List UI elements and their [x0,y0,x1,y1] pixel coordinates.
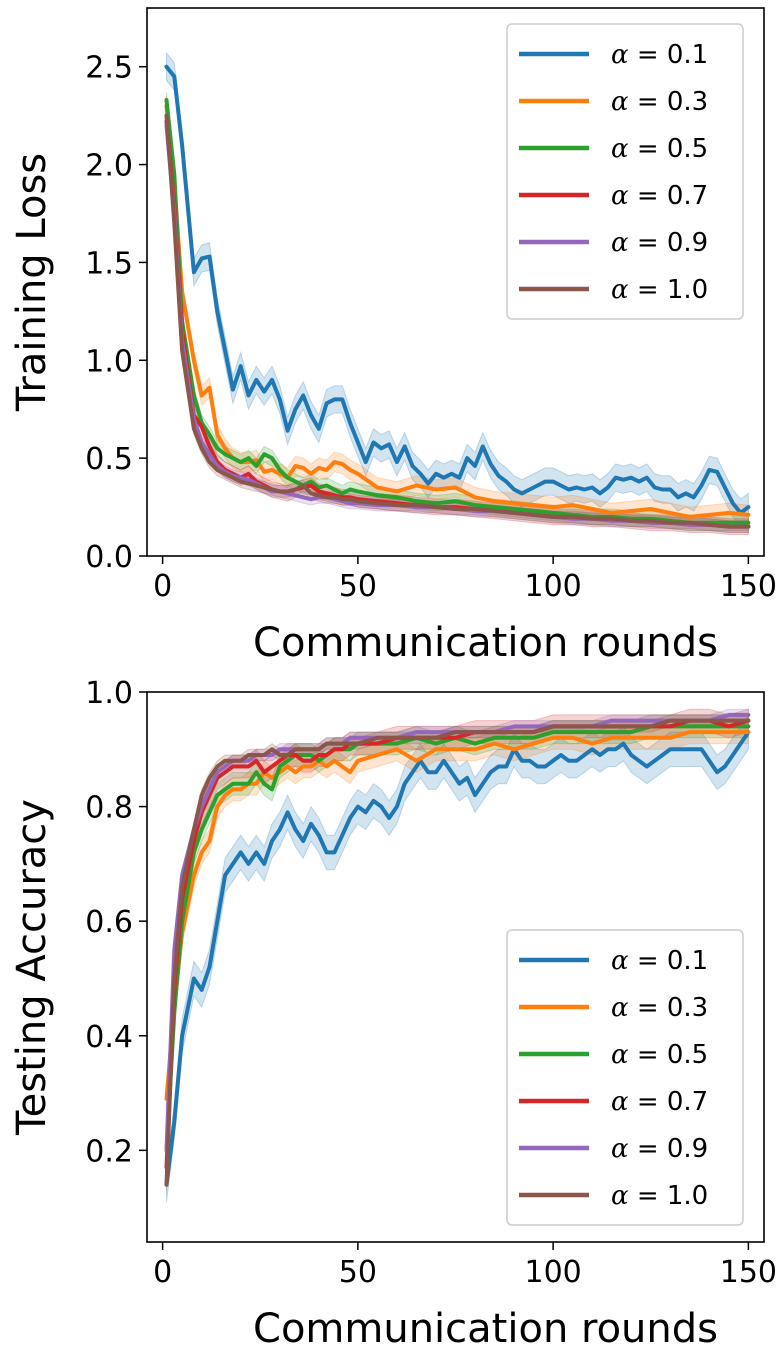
accuracy-xtick-label: 100 [524,1255,581,1290]
loss-line-0-3 [164,103,751,519]
accuracy-ytick-label: 0.8 [85,791,133,826]
accuracy-axes-frame [146,691,765,1243]
loss-legend: α = 0.1 α = 0.3 α = 0.5 α = 0.7 α = 0.9 α = 1… [506,23,744,320]
loss-legend-label-0-3: α = 0.3 [611,87,708,117]
training-loss-chart: 0 50 100 150 0.0 0.5 1.0 1.5 2.0 2.5 Communication… [9,7,777,666]
accuracy-line-0-3 [164,730,751,1101]
loss-x-axis-label: Communication rounds [253,620,718,666]
accuracy-x-axis-label: Communication rounds [253,1306,718,1352]
loss-xtick-label: 100 [524,569,581,604]
accuracy-band-0-1 [166,713,749,1202]
accuracy-line-0-1 [164,730,751,1187]
loss-ytick-label: 0.0 [85,540,133,575]
accuracy-legend-label-1-0: α = 1.0 [611,1181,708,1211]
loss-xtick-label: 50 [339,569,377,604]
accuracy-legend-label-0-3: α = 0.3 [611,993,708,1023]
loss-legend-label-1-0: α = 1.0 [611,275,708,305]
accuracy-legend-box [506,929,744,1226]
accuracy-ytick-label: 0.6 [85,905,133,940]
loss-band-1-0 [166,109,749,533]
accuracy-ytick-label: 1.0 [85,676,133,711]
loss-ytick-label: 2.0 [85,149,133,184]
accuracy-legend-label-0-5: α = 0.5 [611,1040,708,1070]
accuracy-y-axis-label: Testing Accuracy [9,799,55,1136]
loss-legend-label-0-9: α = 0.9 [611,228,708,258]
loss-line-0-1 [164,64,751,515]
loss-ytick-label: 2.5 [85,51,133,86]
loss-xtick-label: 150 [720,569,777,604]
accuracy-ytick-label: 0.2 [85,1134,133,1169]
loss-band-0-5 [166,92,749,532]
loss-ytick-label: 1.0 [85,344,133,379]
loss-legend-box [506,23,744,320]
accuracy-legend: α = 0.1 α = 0.3 α = 0.5 α = 0.7 α = 0.9 α = 1… [506,929,744,1226]
testing-accuracy-chart: 0 50 100 150 0.2 0.4 0.6 0.8 1.0 Communication ro… [9,676,777,1352]
accuracy-line-1-0 [164,718,751,1187]
loss-ytick-label: 1.5 [85,246,133,281]
loss-axes-frame [146,7,765,557]
loss-legend-label-0-7: α = 0.7 [611,181,708,211]
loss-ytick-label: 0.5 [85,442,133,477]
accuracy-xtick-label: 0 [153,1255,172,1290]
loss-line-1-0 [164,113,751,529]
accuracy-ytick-label: 0.4 [85,1020,133,1055]
loss-band-0-7 [166,113,749,535]
accuracy-xtick-label: 50 [339,1255,377,1290]
loss-xtick-label: 0 [153,569,172,604]
loss-y-axis-label: Training Loss [9,153,55,412]
loss-band-0-9 [166,119,749,533]
accuracy-legend-label-0-9: α = 0.9 [611,1134,708,1164]
accuracy-legend-label-0-7: α = 0.7 [611,1087,708,1117]
accuracy-xtick-label: 150 [720,1255,777,1290]
loss-legend-label-0-1: α = 0.1 [611,40,708,70]
accuracy-legend-label-0-1: α = 0.1 [611,946,708,976]
loss-legend-label-0-5: α = 0.5 [611,134,708,164]
